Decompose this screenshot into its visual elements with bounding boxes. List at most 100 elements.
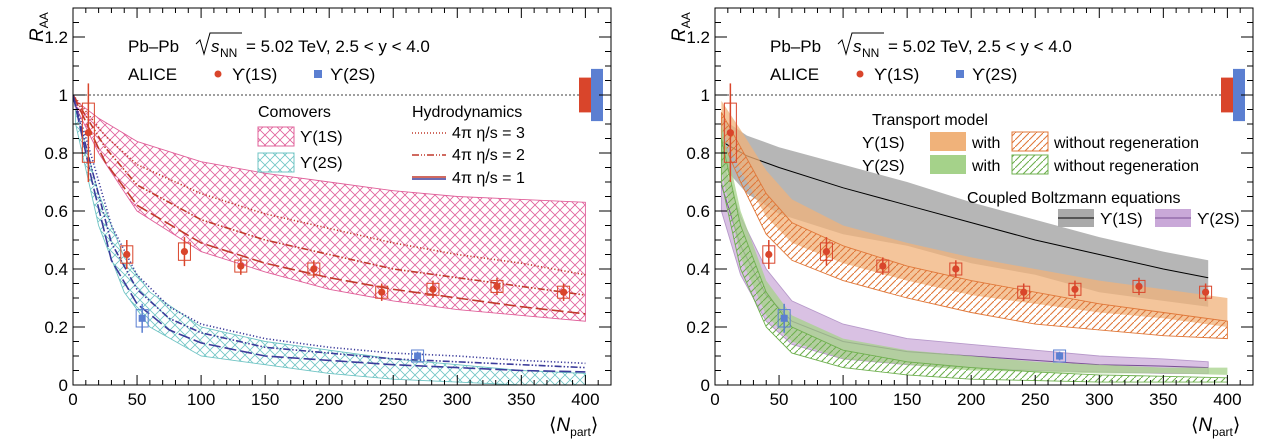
legend-boltzmann-2s-label: ϒ(2S)	[1197, 211, 1240, 228]
data-point-1s	[378, 288, 386, 296]
legend-transport-2s-label: ϒ(2S)	[862, 158, 905, 175]
legend-comovers-2s-swatch	[257, 152, 295, 173]
x-axis-label: ⟨Npart⟩	[549, 415, 598, 439]
legend-transport-1s-without-swatch	[1011, 131, 1049, 152]
model-line	[73, 94, 586, 369]
legend-transport: Transport model ϒ(1S) with without regen…	[862, 112, 1199, 175]
experiment-label: ALICE	[128, 65, 177, 84]
marker-1s-icon	[856, 70, 864, 78]
legend-transport-1s-label: ϒ(1S)	[862, 135, 905, 152]
y-tick-label: 0.4	[44, 260, 68, 279]
data-point-1s	[429, 285, 437, 293]
sqrt-s: s	[853, 37, 862, 56]
sqrt-subscript: NN	[862, 46, 879, 60]
y-tick-label: 1.2	[686, 28, 710, 47]
norm-box-1s	[579, 77, 591, 113]
model-band	[75, 99, 586, 322]
energy-label: = 5.02 TeV, 2.5 < y < 4.0	[246, 37, 430, 56]
legend-transport-1s-with-label: with	[971, 135, 1000, 152]
y-axis-label: RAA	[27, 12, 51, 42]
x-tick-label: 350	[507, 390, 535, 409]
collision-system: Pb–Pb	[128, 37, 179, 56]
marker-1s-icon	[214, 70, 222, 78]
y-tick-label: 0.8	[44, 144, 68, 163]
x-axis-label: ⟨Npart⟩	[1191, 415, 1240, 439]
legend-hydro-1-label: 4π η/s = 1	[452, 170, 525, 187]
x-tick-label: 150	[251, 390, 279, 409]
legend-comovers: Comovers ϒ(1S) ϒ(2S)	[257, 104, 343, 173]
y-tick-label: 0.6	[44, 202, 68, 221]
data-point-1s	[879, 262, 887, 270]
model-line	[73, 94, 586, 315]
marker-1s-label: ϒ(1S)	[232, 65, 277, 84]
legend-transport-2s-without-label: without regeneration	[1053, 158, 1199, 175]
marker-1s-label: ϒ(1S)	[874, 65, 919, 84]
legend-hydro-2-label: 4π η/s = 2	[452, 147, 525, 164]
normalization-boxes	[579, 68, 603, 122]
x-tick-label: 400	[1213, 390, 1241, 409]
x-tick-label: 0	[710, 390, 719, 409]
y-tick-label: 0.2	[44, 318, 68, 337]
y-tick-label: 0.2	[686, 318, 710, 337]
legend-boltzmann-title: Coupled Boltzmann equations	[967, 190, 1180, 207]
legend-hydro-3-label: 4π η/s = 3	[452, 125, 525, 142]
data-point-1s	[822, 248, 831, 256]
data-point-1s	[726, 129, 734, 137]
legend-transport-2s-without-swatch	[1011, 154, 1049, 175]
collision-system: Pb–Pb	[770, 37, 821, 56]
y-tick-label: 1	[701, 86, 710, 105]
x-tick-label: 350	[1149, 390, 1177, 409]
y-tick-label: 0	[59, 376, 68, 395]
x-tick-label: 250	[1021, 390, 1049, 409]
legend-comovers-2s-label: ϒ(2S)	[300, 155, 343, 172]
header-right: Pb–Pb s NN = 5.02 TeV, 2.5 < y < 4.0 ALI…	[770, 32, 1072, 84]
model-line	[73, 94, 586, 296]
legend-transport-1s-with-swatch	[930, 132, 966, 151]
legend-hydro: Hydrodynamics 4π η/s = 3 4π η/s = 2 4π η…	[412, 104, 525, 187]
model-line	[73, 94, 586, 373]
sqrt-symbol	[195, 32, 242, 56]
data-point-1s	[1020, 288, 1028, 296]
data-points-right	[723, 83, 1213, 363]
data-point-1s	[237, 262, 245, 270]
norm-box-1s	[1221, 77, 1233, 113]
x-tick-label: 400	[571, 390, 599, 409]
norm-box-2s	[1233, 68, 1245, 122]
left-panel: 0 50 100 150 200 250 300 350 400 0 0.2 0.4 0.6 0.8 1 1.…	[27, 7, 612, 439]
x-tick-label: 0	[68, 390, 77, 409]
x-tick-label: 200	[315, 390, 343, 409]
legend-boltzmann-1s-label: ϒ(1S)	[1100, 211, 1143, 228]
data-point-1s	[1135, 282, 1143, 290]
legend-transport-1s-without-label: without regeneration	[1053, 135, 1199, 152]
y-axis-label: RAA	[669, 12, 693, 42]
normalization-boxes	[1221, 68, 1245, 122]
data-point-1s	[952, 265, 960, 273]
x-tick-label: 100	[187, 390, 215, 409]
data-point-2s	[138, 314, 146, 322]
model-bands-right	[720, 100, 1228, 383]
data-point-1s	[1202, 288, 1210, 296]
syst-box	[1053, 349, 1067, 363]
model-band	[721, 118, 1209, 307]
data-point-1s	[1071, 285, 1079, 293]
axes-left: 0 50 100 150 200 250 300 350 400 0 0.2 0.4 0.6 0.8 1 1.…	[27, 8, 611, 439]
y-tick-label: 1	[59, 86, 68, 105]
legend-transport-title: Transport model	[872, 112, 988, 129]
x-tick-label: 100	[829, 390, 857, 409]
legend-comovers-1s-label: ϒ(1S)	[300, 129, 343, 146]
x-tick-label: 50	[770, 390, 789, 409]
legend-transport-2s-with-swatch	[930, 155, 966, 174]
header-left: Pb–Pb s NN = 5.02 TeV, 2.5 < y < 4.0 ALI…	[128, 32, 430, 84]
x-tick-label: 50	[128, 390, 147, 409]
data-point-1s	[765, 250, 773, 259]
y-tick-label: 1.2	[44, 28, 68, 47]
marker-2s-icon	[314, 70, 322, 78]
x-tick-label: 200	[957, 390, 985, 409]
data-point-1s	[180, 248, 189, 256]
model-line	[73, 94, 586, 365]
data-point-2s	[780, 314, 788, 322]
sqrt-subscript: NN	[220, 46, 237, 60]
legend-hydro-title: Hydrodynamics	[412, 104, 522, 121]
y-tick-label: 0	[701, 376, 710, 395]
